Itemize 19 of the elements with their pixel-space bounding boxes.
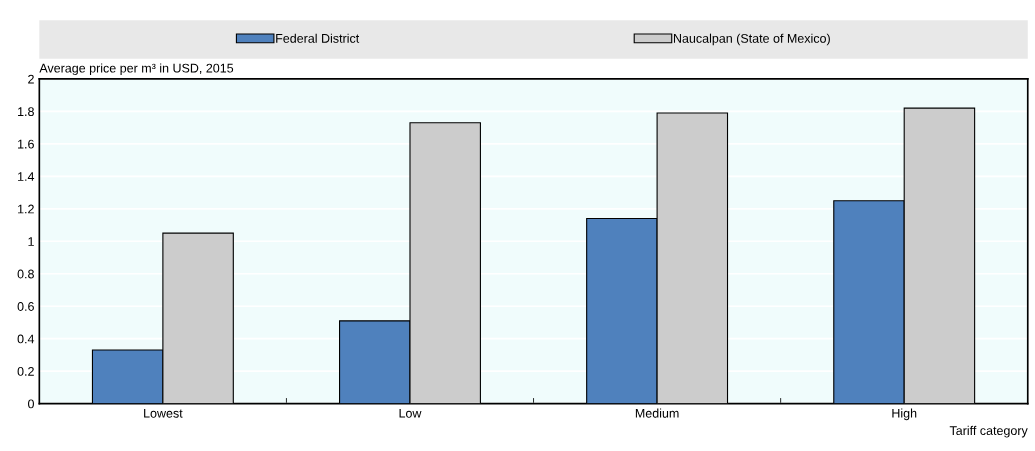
y-tick-label: 1.6 (18, 139, 34, 149)
y-tick-label: 2 (28, 74, 34, 84)
x-axis-title: Tariff category (949, 425, 1028, 438)
y-tick-label: 1.2 (18, 204, 34, 214)
y-axis-title: Average price per m³ in USD, 2015 (39, 63, 234, 76)
y-tick-label: 0.6 (17, 302, 34, 311)
y-tick-label: 1.4 (18, 172, 35, 181)
x-tick-label: Medium (635, 408, 679, 418)
y-tick-label: 1 (28, 237, 34, 246)
y-tick-label: 1.8 (18, 107, 34, 117)
legend-label: Naucalpan (State of Mexico) (673, 33, 830, 46)
y-tick-label: 0.4 (17, 334, 35, 344)
x-tick-label: High (892, 408, 917, 421)
y-tick-label: 0 (28, 399, 34, 409)
y-tick-label: 0.8 (17, 269, 34, 279)
x-tick-label: Lowest (144, 408, 183, 418)
x-tick-label: Low (399, 408, 422, 418)
y-tick-label: 0.2 (17, 366, 34, 376)
legend-label: Federal District (276, 33, 360, 43)
